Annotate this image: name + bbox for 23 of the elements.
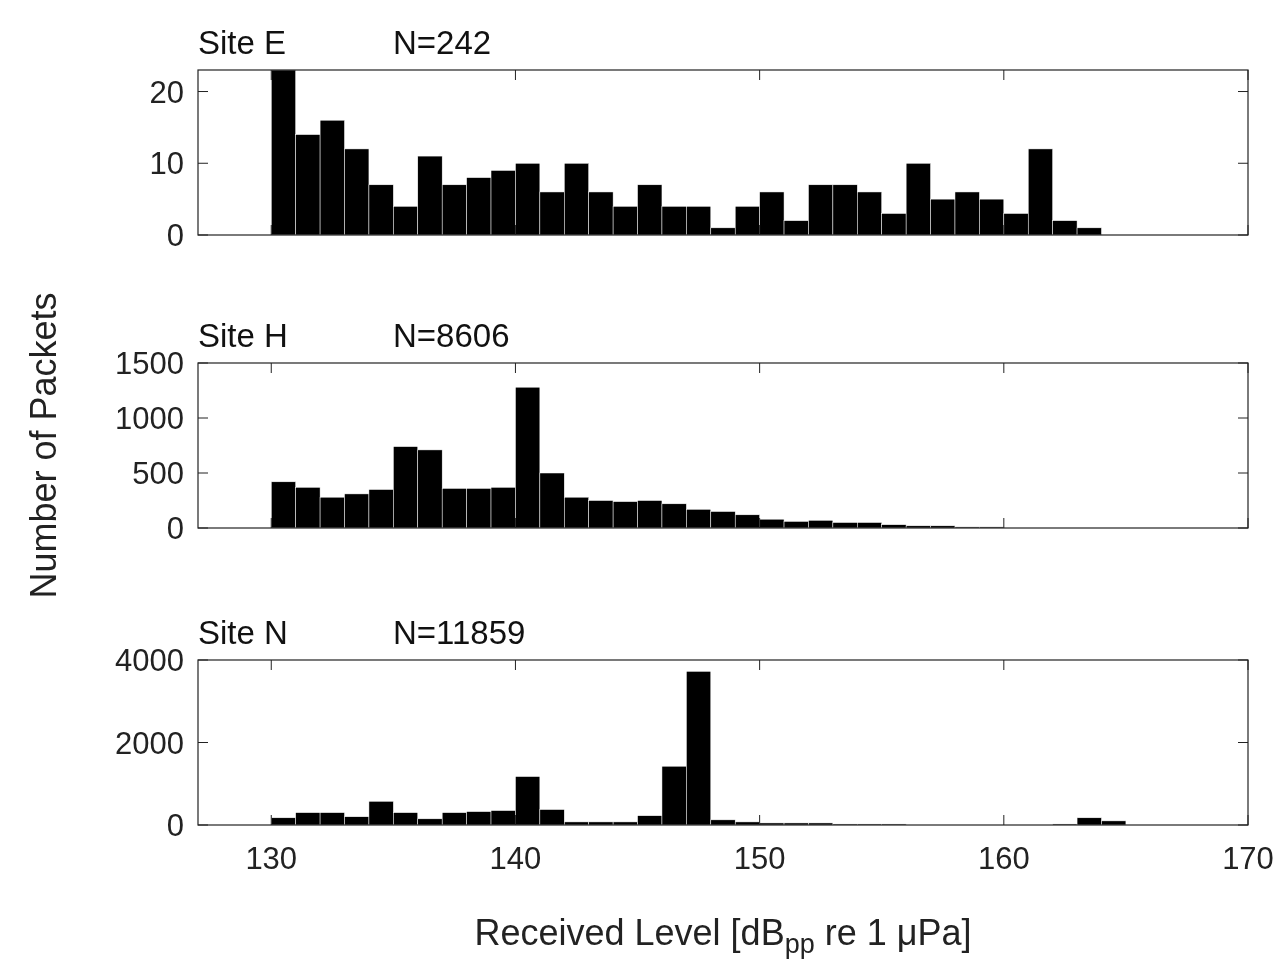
y-tick-label: 1500 [115, 346, 184, 381]
x-tick-label: 160 [977, 841, 1030, 876]
chart-title: Site H [198, 317, 288, 354]
y-tick-label: 10 [149, 146, 184, 182]
y-tick-label: 4000 [115, 643, 184, 678]
x-tick-label: 140 [489, 841, 542, 876]
y-tick-label: 500 [132, 456, 184, 491]
chart-subtitle: N=11859 [393, 614, 526, 651]
y-axis-title: Number of Packets [23, 292, 64, 599]
chart-subtitle: N=8606 [393, 317, 510, 354]
x-tick-label: 170 [1222, 841, 1274, 876]
chart-title: Site N [198, 614, 288, 651]
y-tick-label: 0 [166, 218, 184, 253]
x-axis-title: Received Level [dB$_{pp}$ re 1 μPa] [474, 912, 972, 960]
y-tick-label: 20 [149, 74, 184, 110]
y-tick-label: 2000 [115, 725, 184, 761]
x-tick-label: 150 [733, 841, 786, 876]
y-tick-label: 0 [166, 511, 184, 546]
y-tick-label: 0 [166, 808, 184, 843]
chart-title: Site E [198, 24, 287, 61]
y-tick-label: 1000 [115, 401, 184, 436]
chart-subtitle: N=242 [393, 24, 492, 61]
x-tick-label: 130 [245, 841, 298, 876]
